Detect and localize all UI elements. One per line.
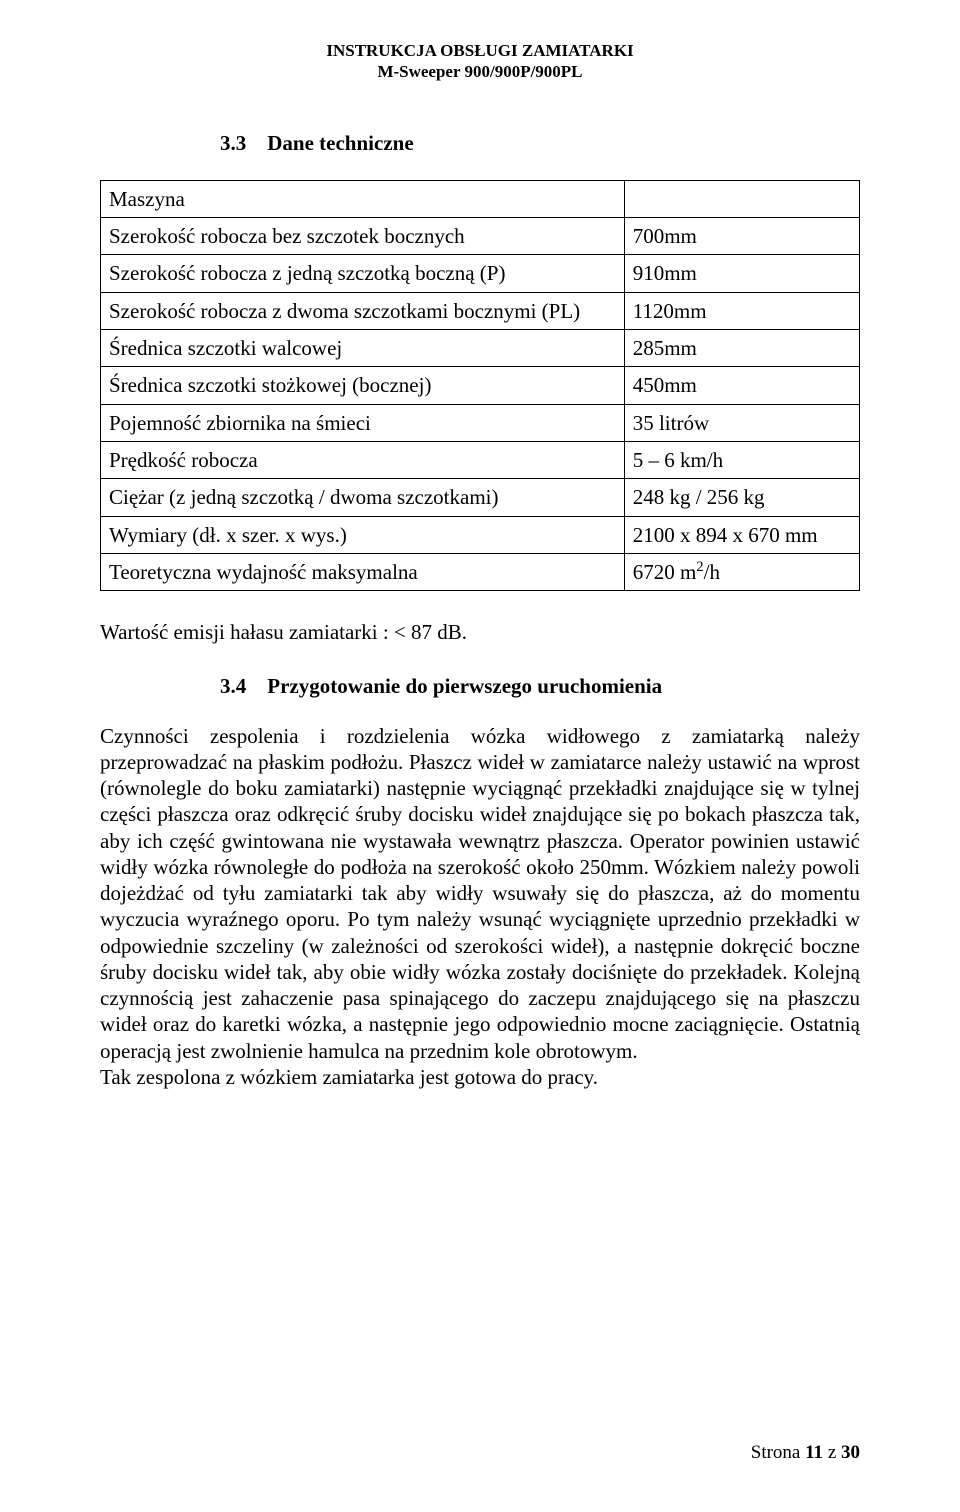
section-3-3-number: 3.3: [220, 131, 246, 155]
spec-value: 700mm: [624, 217, 859, 254]
spec-label: Wymiary (dł. x szer. x wys.): [101, 516, 625, 553]
spec-label: Szerokość robocza z dwoma szczotkami boc…: [101, 292, 625, 329]
footer-page-current: 11: [805, 1442, 823, 1463]
section-3-4-number: 3.4: [220, 674, 246, 698]
spec-value: 2100 x 894 x 670 mm: [624, 516, 859, 553]
spec-value: 1120mm: [624, 292, 859, 329]
section-3-3-title: Dane techniczne: [267, 131, 413, 155]
spec-value: 5 – 6 km/h: [624, 441, 859, 478]
spec-value: 285mm: [624, 329, 859, 366]
spec-value: 248 kg / 256 kg: [624, 479, 859, 516]
table-row: Ciężar (z jedną szczotką / dwoma szczotk…: [101, 479, 860, 516]
spec-value: 450mm: [624, 367, 859, 404]
footer-sep: z: [823, 1442, 841, 1463]
table-row: Pojemność zbiornika na śmieci 35 litrów: [101, 404, 860, 441]
spec-label: Prędkość robocza: [101, 441, 625, 478]
section-3-4-title: Przygotowanie do pierwszego uruchomienia: [267, 674, 662, 698]
spec-label: Szerokość robocza z jedną szczotką boczn…: [101, 255, 625, 292]
footer-page-total: 30: [841, 1442, 860, 1463]
table-row: Szerokość robocza bez szczotek bocznych …: [101, 217, 860, 254]
table-row: Wymiary (dł. x szer. x wys.) 2100 x 894 …: [101, 516, 860, 553]
table-row: Szerokość robocza z dwoma szczotkami boc…: [101, 292, 860, 329]
header-line-1: INSTRUKCJA OBSŁUGI ZAMIATARKI: [100, 40, 860, 61]
spec-table-body: Maszyna Szerokość robocza bez szczotek b…: [101, 180, 860, 591]
paragraph-3-4: Czynności zespolenia i rozdzielenia wózk…: [100, 723, 860, 1091]
spec-table: Maszyna Szerokość robocza bez szczotek b…: [100, 180, 860, 592]
spec-label: Ciężar (z jedną szczotką / dwoma szczotk…: [101, 479, 625, 516]
page-footer: Strona 11 z 30: [751, 1442, 860, 1464]
header-line-2: M-Sweeper 900/900P/900PL: [100, 61, 860, 82]
noise-emission-line: Wartość emisji hałasu zamiatarki : < 87 …: [100, 619, 860, 645]
spec-label: Szerokość robocza bez szczotek bocznych: [101, 217, 625, 254]
table-row: Średnica szczotki walcowej 285mm: [101, 329, 860, 366]
spec-label: Maszyna: [101, 180, 625, 217]
table-row: Średnica szczotki stożkowej (bocznej) 45…: [101, 367, 860, 404]
spec-label: Średnica szczotki walcowej: [101, 329, 625, 366]
spec-value: [624, 180, 859, 217]
doc-header: INSTRUKCJA OBSŁUGI ZAMIATARKI M-Sweeper …: [100, 40, 860, 83]
spec-label: Pojemność zbiornika na śmieci: [101, 404, 625, 441]
table-row: Teoretyczna wydajność maksymalna 6720 m2…: [101, 553, 860, 590]
footer-prefix: Strona: [751, 1442, 805, 1463]
section-3-4-heading: 3.4 Przygotowanie do pierwszego uruchomi…: [100, 674, 860, 699]
spec-label: Średnica szczotki stożkowej (bocznej): [101, 367, 625, 404]
table-row: Prędkość robocza 5 – 6 km/h: [101, 441, 860, 478]
table-row: Maszyna: [101, 180, 860, 217]
spec-label: Teoretyczna wydajność maksymalna: [101, 553, 625, 590]
spec-value: 6720 m2/h: [624, 553, 859, 590]
table-row: Szerokość robocza z jedną szczotką boczn…: [101, 255, 860, 292]
section-3-3-heading: 3.3 Dane techniczne: [100, 131, 860, 156]
spec-value: 35 litrów: [624, 404, 859, 441]
spec-value: 910mm: [624, 255, 859, 292]
